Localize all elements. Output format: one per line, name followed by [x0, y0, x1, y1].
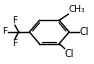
Text: CH₃: CH₃ — [69, 5, 85, 14]
Text: Cl: Cl — [65, 49, 74, 59]
Text: Cl: Cl — [79, 27, 89, 37]
Text: F: F — [12, 39, 17, 48]
Text: F: F — [2, 28, 8, 36]
Text: F: F — [12, 16, 17, 25]
